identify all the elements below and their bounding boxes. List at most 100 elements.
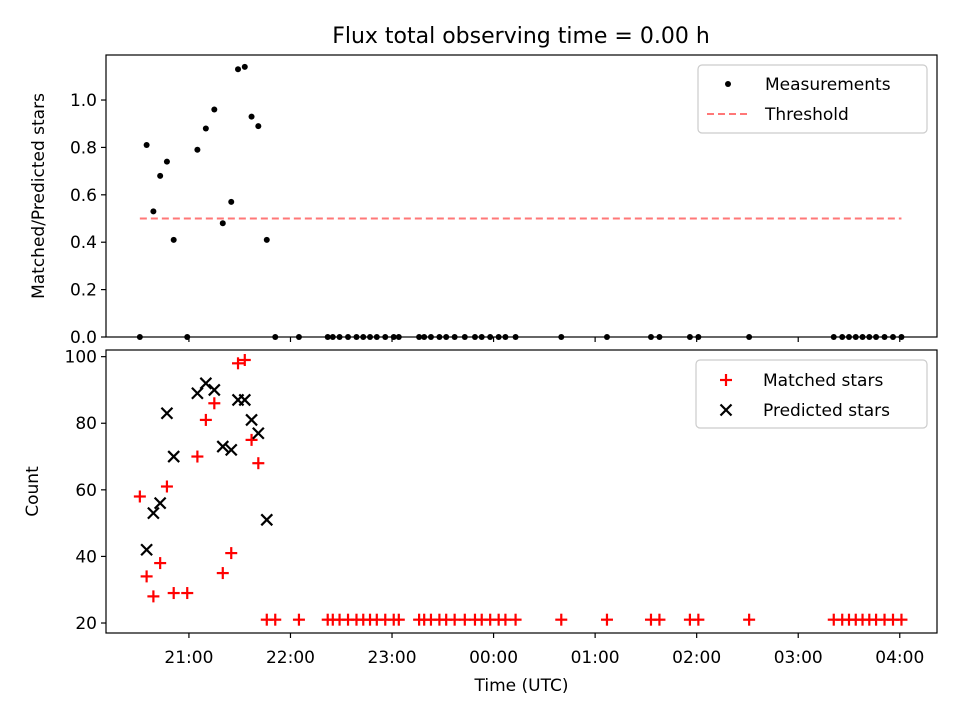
measurement-point xyxy=(866,334,873,340)
measurement-point xyxy=(184,334,191,340)
measurement-point xyxy=(136,334,143,340)
matched-star-point xyxy=(269,613,282,626)
measurement-point xyxy=(695,334,702,340)
measurement-point xyxy=(839,334,846,340)
bottom-ylabel: Count xyxy=(23,466,43,517)
predicted-star-point xyxy=(153,496,167,510)
matched-star-point xyxy=(160,480,173,493)
matched-star-point xyxy=(448,613,461,626)
matched-star-point xyxy=(225,547,238,560)
legend-measurements-marker xyxy=(725,81,731,87)
flux-ratio-panel: 0.0 0.2 0.4 0.6 0.8 1.0 Matched/Predicted star… xyxy=(29,54,938,348)
matched-star-point xyxy=(692,613,705,626)
measurement-point xyxy=(143,142,150,149)
matched-star-point xyxy=(743,613,756,626)
predicted-star-point xyxy=(208,383,221,397)
matched-star-point xyxy=(232,357,245,370)
top-ytick-label: 0.6 xyxy=(70,186,97,206)
matched-star-point xyxy=(167,587,180,600)
measurement-point xyxy=(881,334,888,340)
measurement-point xyxy=(345,334,352,340)
matched-star-point xyxy=(133,490,146,503)
matched-star-point xyxy=(147,590,160,603)
measurement-point xyxy=(502,334,509,340)
measurement-point xyxy=(336,334,343,340)
measurement-point xyxy=(859,334,866,340)
measurement-point xyxy=(746,334,753,340)
measurement-point xyxy=(845,334,852,340)
measurement-point xyxy=(235,66,242,73)
measurement-point xyxy=(241,63,248,70)
legend-measurements-label: Measurements xyxy=(765,75,891,95)
measurement-point xyxy=(686,334,693,340)
xtick-label: 04:00 xyxy=(875,648,924,668)
measurement-point xyxy=(329,334,336,340)
measurement-point xyxy=(443,334,450,340)
predicted-star-point xyxy=(216,440,230,453)
measurement-point xyxy=(395,334,402,340)
measurement-point xyxy=(512,334,519,340)
measurement-point xyxy=(852,334,859,340)
predicted-star-point xyxy=(140,543,153,557)
xtick-label: 03:00 xyxy=(774,648,823,668)
matched-star-point xyxy=(216,567,229,580)
matched-star-point xyxy=(199,413,212,426)
bottom-ytick-label: 60 xyxy=(75,481,97,501)
measurement-point xyxy=(656,334,663,340)
xtick-label: 21:00 xyxy=(164,648,213,668)
matched-star-point xyxy=(653,613,666,626)
star-count-panel: 20 40 60 80 100 Count 21:00 22:00 23:00 00:00 01:0… xyxy=(23,348,938,696)
bottom-ytick-label: 20 xyxy=(75,614,97,634)
measurement-point xyxy=(353,334,360,340)
measurement-point xyxy=(647,334,654,340)
measurement-point xyxy=(295,334,302,340)
matched-star-point xyxy=(191,450,204,463)
measurement-point xyxy=(170,236,177,243)
matched-star-point xyxy=(252,457,265,470)
measurement-point xyxy=(436,334,443,340)
measurement-point xyxy=(471,334,478,340)
legend-matched-marker xyxy=(720,374,732,386)
measurement-point xyxy=(211,106,218,113)
measurement-point xyxy=(248,113,255,120)
measurement-point xyxy=(150,208,157,215)
predicted-star-point xyxy=(199,377,213,390)
legend-threshold-label: Threshold xyxy=(764,105,849,125)
legend-predicted-marker xyxy=(719,403,733,417)
chart-title: Flux total observing time = 0.00 h xyxy=(332,24,710,49)
top-ytick-label: 0.0 xyxy=(70,328,97,348)
predicted-star-point xyxy=(245,413,258,427)
measurement-point xyxy=(421,334,428,340)
xtick-label: 22:00 xyxy=(266,648,315,668)
top-ylabel: Matched/Predicted stars xyxy=(29,93,49,299)
measurement-point xyxy=(898,334,905,340)
legend-matched-label: Matched stars xyxy=(763,371,883,391)
measurement-point xyxy=(263,236,270,243)
xtick-label: 00:00 xyxy=(469,648,518,668)
matched-star-point xyxy=(181,587,194,600)
top-ytick-label: 0.4 xyxy=(70,233,97,253)
predicted-star-point xyxy=(252,426,265,440)
xlabel: Time (UTC) xyxy=(474,676,569,696)
matched-star-point xyxy=(245,433,258,446)
measurement-point xyxy=(427,334,434,340)
bottom-axes-frame xyxy=(105,349,938,634)
measurement-point xyxy=(228,198,235,205)
measurement-point xyxy=(416,334,423,340)
matched-star-point xyxy=(458,613,471,626)
measurement-point xyxy=(163,158,170,165)
matched-star-point xyxy=(292,613,305,626)
measurement-point xyxy=(157,172,164,179)
measurement-point xyxy=(451,334,458,340)
matched-star-point xyxy=(600,613,613,626)
predicted-star-point xyxy=(238,393,252,407)
bottom-legend xyxy=(695,359,928,429)
legend-predicted-label: Predicted stars xyxy=(763,401,890,421)
matched-star-point xyxy=(140,570,153,583)
predicted-star-point xyxy=(224,443,238,457)
bottom-ytick-label: 100 xyxy=(65,348,97,368)
measurement-point xyxy=(194,146,201,153)
measurement-point xyxy=(603,334,610,340)
xtick-label: 01:00 xyxy=(571,648,620,668)
measurement-point xyxy=(373,334,380,340)
